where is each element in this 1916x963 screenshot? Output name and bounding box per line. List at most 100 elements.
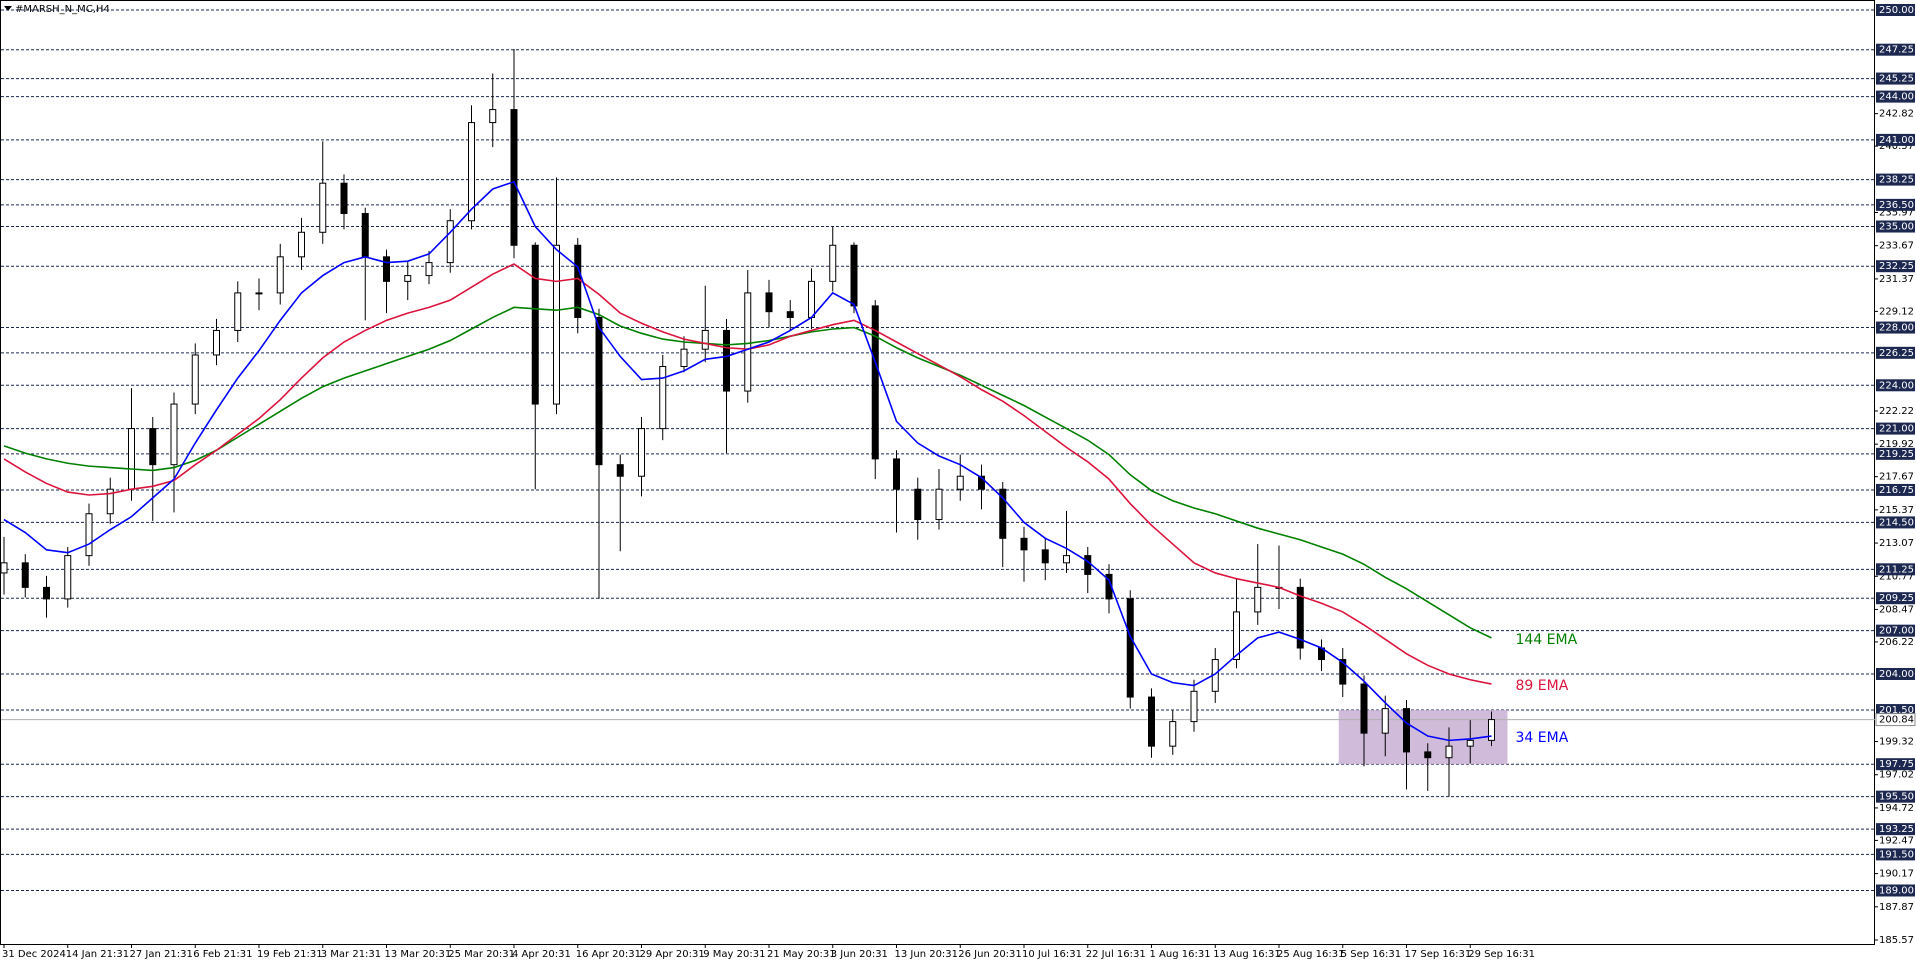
level-label-box [1876,758,1915,771]
x-tick-label: 19 Feb 21:31 [257,949,323,960]
y-tick-label: 187.87 [1879,902,1914,913]
candle-body [701,329,709,350]
candle-body [595,316,603,466]
candle-body [64,555,72,600]
candle-body [1063,555,1070,564]
level-label-box [1876,667,1915,680]
level-label-box [1876,563,1915,576]
level-label: 238.25 [1879,175,1914,186]
candle-body [808,280,815,318]
y-tick-label: 235.97 [1879,208,1914,219]
level-label-box [1876,346,1915,359]
level-label-box [1876,72,1915,85]
level-label: 216.75 [1879,485,1914,496]
level-label-box [1876,260,1915,273]
y-tick-label: 194.72 [1879,803,1914,814]
candle-body [1233,611,1240,661]
candle-body [213,329,220,356]
level-label: 221.00 [1879,424,1914,435]
candle-body [191,354,199,405]
candle-body [298,231,305,258]
level-label: 189.00 [1879,885,1914,896]
y-tick-label: 222.22 [1879,406,1914,417]
candle-body [723,329,730,392]
x-tick-label: 10 Jul 16:31 [1022,949,1082,960]
candle-body [956,475,964,490]
candle-body [850,244,858,307]
candle-body [319,182,327,233]
level-label: 250.00 [1879,5,1914,16]
candle-body [1084,555,1092,575]
y-tick-label: 213.07 [1879,538,1914,549]
y-tick-label: 242.82 [1879,109,1914,120]
level-label-box [1876,133,1915,146]
level-label: 247.25 [1879,45,1914,56]
candle-body [255,292,263,295]
candle-body [1403,708,1410,753]
x-tick-label: 17 Sep 16:31 [1405,949,1472,960]
level-label-box [1876,422,1915,435]
level-label-box [1876,823,1915,836]
candle-body [935,488,943,521]
candle-body [404,275,412,282]
level-label-box [1876,884,1915,897]
level-label: 214.50 [1879,517,1914,528]
level-label-box [1876,483,1915,496]
level-label: 209.25 [1879,593,1914,604]
ema-label: 89 EMA [1516,678,1569,694]
y-tick-label: 217.67 [1879,472,1914,483]
level-label: 224.00 [1879,380,1914,391]
level-label: 228.00 [1879,323,1914,334]
last-price-box [1875,713,1916,727]
candle-body [425,262,433,277]
plot-frame [0,0,1875,945]
y-tick-label: 231.37 [1879,274,1914,285]
x-tick-label: 13 Jun 20:31 [895,949,959,960]
candle-body [765,292,773,313]
x-tick-label: 13 Aug 16:31 [1213,949,1280,960]
candle-body [1339,659,1347,685]
candle-body [659,366,667,430]
level-label: 244.00 [1879,92,1914,103]
candle-body [1041,549,1049,564]
x-tick-label: 3 Jun 20:31 [831,949,888,960]
level-label: 236.50 [1879,200,1914,211]
level-label: 235.00 [1879,222,1914,233]
level-label-box [1876,790,1915,803]
x-tick-label: 22 Jul 16:31 [1086,949,1146,960]
level-label: 191.50 [1879,849,1914,860]
candle-body [446,220,454,264]
candle-body [170,403,178,466]
level-label: 207.00 [1879,626,1914,637]
level-label-box [1876,516,1915,529]
candle-body [680,348,688,368]
candle-body [21,562,29,588]
x-tick-label: 4 Apr 20:31 [512,949,571,960]
y-tick-label: 233.67 [1879,241,1914,252]
candle-body [234,292,242,331]
y-tick-label: 197.02 [1879,770,1914,781]
candle-body [489,109,497,124]
level-label-box [1876,220,1915,233]
level-label: 226.25 [1879,348,1914,359]
ema-label: 144 EMA [1516,632,1578,648]
candle-body [149,428,157,466]
x-tick-label: 26 Jun 20:31 [958,949,1022,960]
candle-body [1296,586,1304,649]
candle-body [1360,683,1368,734]
level-label: 201.50 [1879,705,1914,716]
y-tick-label: 210.77 [1879,571,1914,582]
candle-body [1488,719,1495,741]
y-tick-label: 240.57 [1879,141,1914,152]
candle-body [829,244,837,282]
level-label-box [1876,90,1915,103]
candle-body [43,586,50,600]
x-tick-label: 27 Jan 21:31 [130,949,193,960]
x-tick-label: 25 Aug 16:31 [1277,949,1344,960]
candle-body [383,256,390,282]
candle-body [786,311,794,318]
candle-body [531,244,539,405]
candle-body [616,464,624,477]
y-tick-label: 190.17 [1879,869,1914,880]
